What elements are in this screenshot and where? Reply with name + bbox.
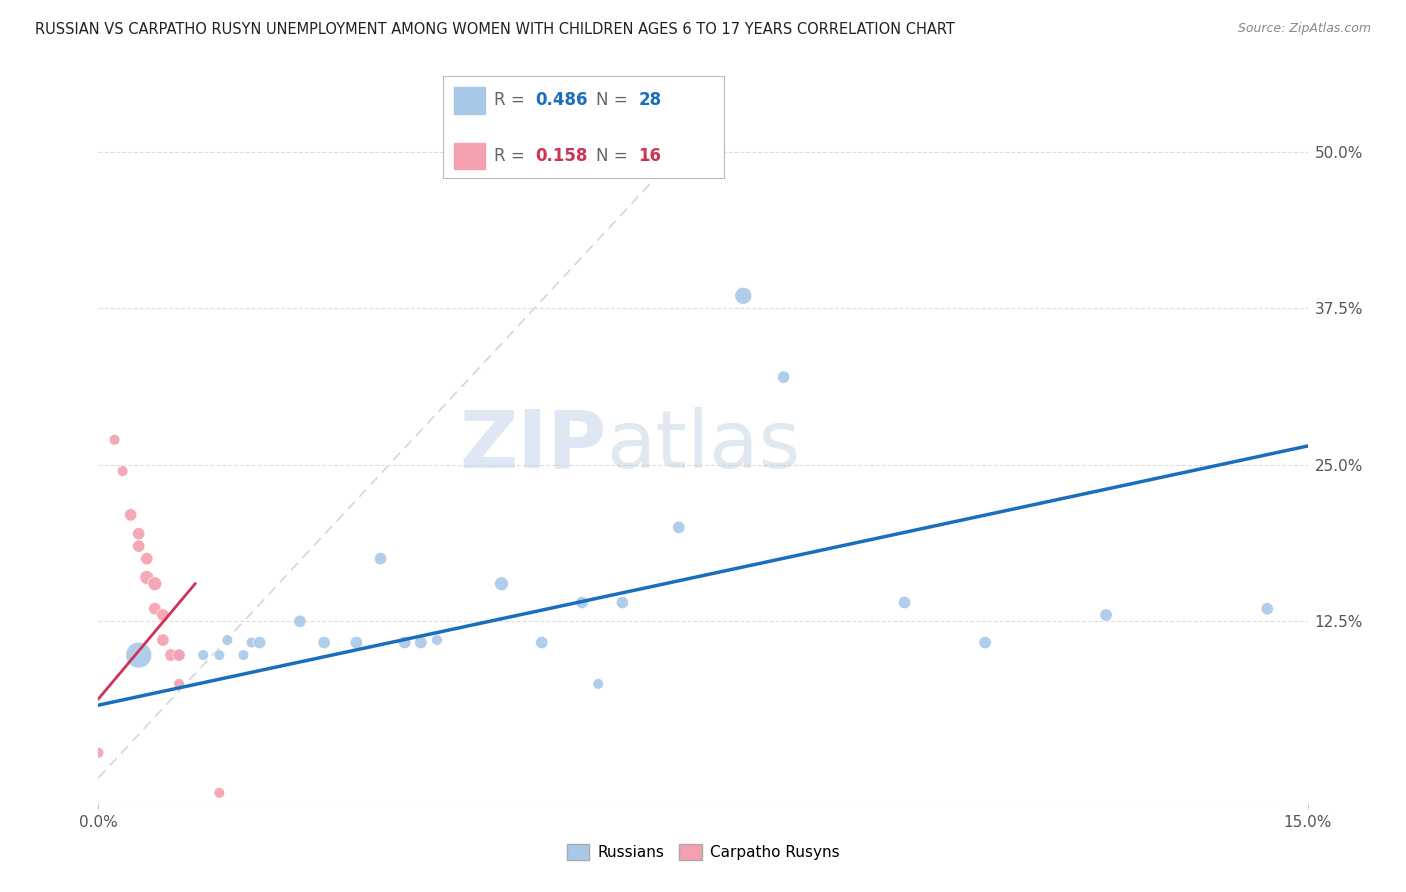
Point <box>249 635 271 649</box>
Point <box>1095 607 1118 622</box>
Point <box>128 648 150 662</box>
Point <box>1256 601 1278 615</box>
Point <box>217 633 239 648</box>
Point <box>974 635 997 649</box>
Point <box>772 370 794 384</box>
Legend: Russians, Carpatho Rusyns: Russians, Carpatho Rusyns <box>561 838 845 866</box>
Point <box>208 786 231 800</box>
Text: RUSSIAN VS CARPATHO RUSYN UNEMPLOYMENT AMONG WOMEN WITH CHILDREN AGES 6 TO 17 YE: RUSSIAN VS CARPATHO RUSYN UNEMPLOYMENT A… <box>35 22 955 37</box>
Point <box>152 633 174 648</box>
Text: 28: 28 <box>638 92 661 110</box>
Text: 0.486: 0.486 <box>536 92 588 110</box>
Point <box>208 648 231 662</box>
Point <box>111 464 134 478</box>
Text: atlas: atlas <box>606 407 800 485</box>
Point <box>135 551 157 566</box>
Point <box>530 635 553 649</box>
Point <box>344 635 367 649</box>
Point <box>409 635 432 649</box>
Text: ZIP: ZIP <box>458 407 606 485</box>
Text: Source: ZipAtlas.com: Source: ZipAtlas.com <box>1237 22 1371 36</box>
Point <box>571 595 593 609</box>
Point <box>370 551 392 566</box>
Point <box>586 677 609 691</box>
Point <box>167 648 190 662</box>
Point <box>143 601 166 615</box>
Point <box>103 433 125 447</box>
Point <box>167 648 190 662</box>
Point <box>893 595 915 609</box>
Point <box>193 648 215 662</box>
Point <box>87 746 110 760</box>
Point <box>167 648 190 662</box>
Point <box>668 520 690 534</box>
Point <box>143 576 166 591</box>
Text: 16: 16 <box>638 147 661 165</box>
Point <box>128 526 150 541</box>
Point <box>152 607 174 622</box>
Point <box>426 633 449 648</box>
Point <box>232 648 254 662</box>
Point <box>314 635 336 649</box>
Text: N =: N = <box>596 147 633 165</box>
Text: 0.158: 0.158 <box>536 147 588 165</box>
Point <box>612 595 634 609</box>
Point <box>394 635 416 649</box>
Point <box>120 508 142 522</box>
Text: N =: N = <box>596 92 633 110</box>
Point <box>491 576 513 591</box>
Point <box>733 289 755 303</box>
Point <box>128 539 150 553</box>
Point <box>240 635 263 649</box>
Point <box>135 570 157 584</box>
Text: R =: R = <box>494 92 530 110</box>
Point <box>160 648 183 662</box>
Point <box>167 677 190 691</box>
Point <box>288 614 311 628</box>
Text: R =: R = <box>494 147 530 165</box>
